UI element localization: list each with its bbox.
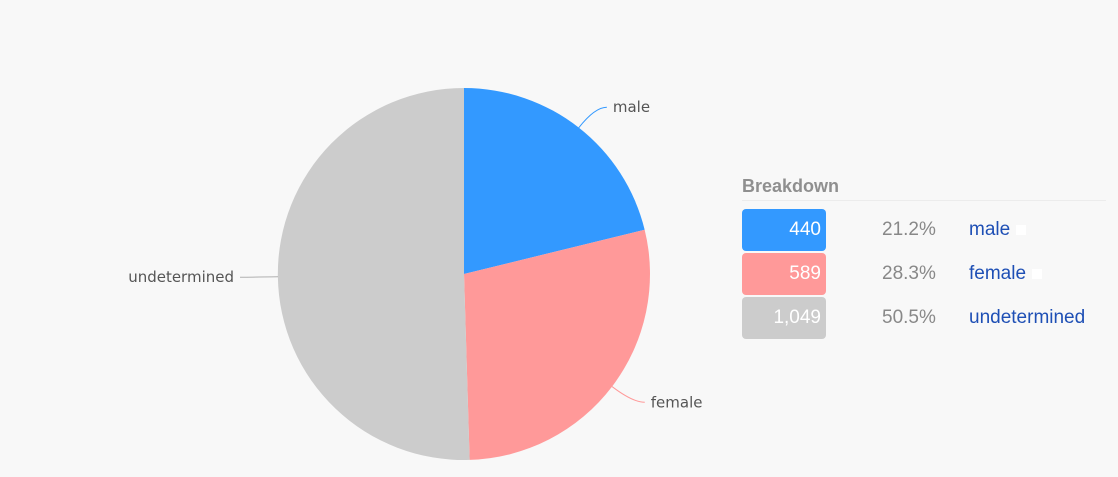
percent-male: 21.2% (882, 219, 936, 240)
count-box-male: 440 (742, 209, 826, 251)
breakdown-row-female: 589 28.3% female (742, 253, 1106, 297)
connector-female (611, 386, 645, 403)
marker-male (1016, 224, 1027, 235)
percent-undetermined: 50.5% (882, 307, 936, 328)
count-box-female: 589 (742, 253, 826, 295)
pie-slice-male[interactable] (464, 88, 645, 274)
legend-link-male[interactable]: male (969, 209, 1027, 251)
breakdown-row-male: 440 21.2% male (742, 209, 1106, 253)
legend-link-female[interactable]: female (969, 253, 1043, 295)
legend-label-female: female (969, 263, 1027, 284)
pie-label-male: male (613, 98, 650, 116)
legend-label-male: male (969, 219, 1011, 240)
breakdown-panel: Breakdown 440 21.2% male 589 28.3% femal… (742, 172, 1106, 341)
connector-male (578, 106, 607, 128)
pie-slice-undetermined[interactable] (277, 87, 470, 460)
percent-female: 28.3% (882, 263, 936, 284)
count-box-undetermined: 1,049 (742, 297, 826, 339)
breakdown-row-undetermined: 1,049 50.5% undetermined (742, 297, 1106, 341)
pie-slice-female[interactable] (464, 229, 650, 460)
pie-label-undetermined: undetermined (128, 268, 234, 286)
legend-label-undetermined: undetermined (969, 307, 1086, 328)
legend-link-undetermined[interactable]: undetermined (969, 297, 1085, 339)
pie-label-female: female (651, 393, 703, 411)
marker-female (1032, 268, 1043, 279)
breakdown-title: Breakdown (742, 172, 1106, 201)
